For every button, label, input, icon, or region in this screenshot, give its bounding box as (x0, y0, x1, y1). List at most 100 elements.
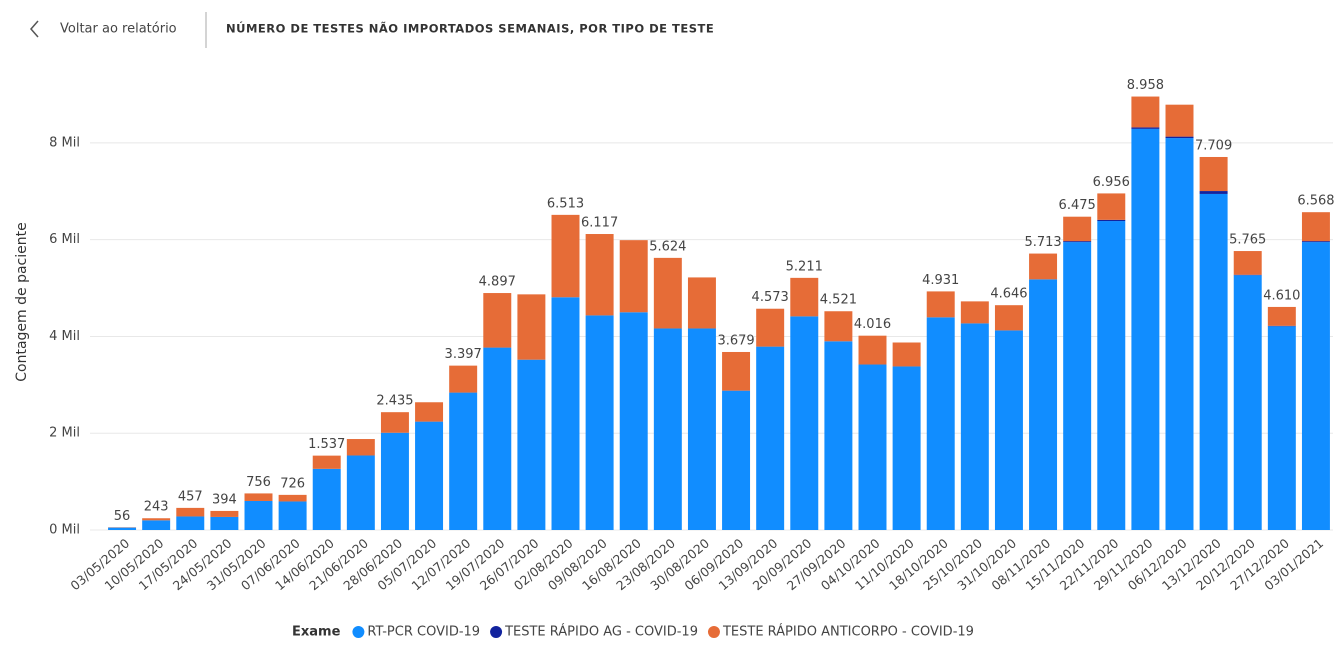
total-label: 56 (114, 509, 131, 524)
total-label: 394 (212, 492, 237, 507)
total-label: 6.513 (547, 196, 584, 211)
bar-segment (1131, 129, 1159, 530)
bar-segment (859, 336, 887, 365)
bar-segment (176, 508, 204, 517)
bar-segment (313, 456, 341, 469)
bar-segment (517, 294, 545, 359)
chart-title: NÚMERO DE TESTES NÃO IMPORTADOS SEMANAIS… (226, 21, 714, 36)
bar-segment (1234, 275, 1262, 530)
bar-segment (449, 366, 477, 393)
bar-segment (756, 347, 784, 530)
bar-segment (1268, 307, 1296, 326)
bar-segment (1200, 157, 1228, 191)
legend-label: TESTE RÁPIDO ANTICORPO - COVID-19 (722, 624, 974, 640)
bar-segment (552, 215, 580, 297)
total-label: 243 (144, 500, 169, 515)
bar-segment (142, 518, 170, 520)
y-tick-label: 8 Mil (49, 135, 80, 150)
bar-segment (722, 352, 750, 391)
bar-segment (961, 323, 989, 530)
bar-segment (347, 455, 375, 530)
bar-segment (1234, 251, 1262, 275)
bar-segment (279, 501, 307, 530)
bar-segment (313, 469, 341, 530)
total-label: 457 (178, 489, 203, 504)
y-tick-label: 6 Mil (49, 232, 80, 247)
bar-segment (245, 501, 273, 530)
bar-segment (893, 366, 921, 530)
bar-segment (1063, 242, 1091, 530)
total-label: 4.521 (820, 293, 857, 308)
bar-segment (688, 328, 716, 530)
bar-segment (790, 278, 818, 317)
back-link[interactable]: Voltar ao relatório (60, 22, 177, 37)
total-label: 4.016 (854, 317, 891, 332)
bar-segment (552, 297, 580, 530)
bar-segment (245, 493, 273, 501)
bar-segment (1166, 138, 1194, 530)
bar-segment (1029, 279, 1057, 530)
bar-segment (142, 520, 170, 530)
total-label: 7.709 (1195, 138, 1232, 153)
legend-label: RT-PCR COVID-19 (367, 625, 480, 640)
bar-segment (517, 360, 545, 530)
bar-segment (961, 301, 989, 323)
bar-segment (1097, 193, 1125, 219)
bar-segment (483, 293, 511, 348)
y-axis-label: Contagem de paciente (14, 222, 30, 381)
bar-segment (688, 277, 716, 328)
total-label: 756 (246, 475, 271, 490)
bar-segment (620, 240, 648, 312)
bar-segment (415, 402, 443, 421)
bar-segment (1131, 97, 1159, 128)
bar-segment (347, 439, 375, 455)
bar-segment (859, 365, 887, 530)
bar-segment (1268, 326, 1296, 530)
total-label: 6.568 (1297, 194, 1334, 209)
total-label: 5.765 (1229, 233, 1266, 248)
total-label: 4.610 (1263, 288, 1300, 303)
total-label: 5.713 (1024, 235, 1061, 250)
bar-segment (722, 391, 750, 530)
bar-segment (1200, 194, 1228, 530)
total-label: 5.211 (786, 259, 823, 274)
bar-segment (210, 517, 238, 530)
bar-segment (1063, 217, 1091, 241)
bar-segment (1302, 242, 1330, 530)
y-tick-label: 4 Mil (49, 329, 80, 344)
bar-segment (1302, 241, 1330, 242)
total-label: 4.573 (752, 290, 789, 305)
bar-segment (927, 317, 955, 530)
bar-segment (279, 495, 307, 502)
bar-segment (1029, 254, 1057, 280)
bar-segment (210, 511, 238, 517)
total-label: 4.897 (479, 275, 516, 290)
bar-segment (1166, 105, 1194, 137)
bar-segment (756, 309, 784, 347)
bar-segment (927, 291, 955, 317)
legend-marker (490, 626, 502, 638)
bar-segment (1097, 220, 1125, 221)
total-label: 8.958 (1127, 78, 1164, 93)
bar-segment (620, 312, 648, 530)
bar-segment (381, 412, 409, 433)
legend-marker (708, 626, 720, 638)
bar-segment (654, 258, 682, 329)
bar-segment (1200, 191, 1228, 194)
total-label: 6.475 (1059, 198, 1096, 213)
total-label: 6.956 (1093, 175, 1130, 190)
total-label: 4.931 (922, 273, 959, 288)
total-label: 1.537 (308, 437, 345, 452)
bar-segment (893, 343, 921, 367)
bar-segment (586, 315, 614, 530)
bar-segment (176, 516, 204, 530)
y-tick-label: 0 Mil (49, 523, 80, 538)
total-label: 726 (280, 476, 305, 491)
bar-segment (995, 305, 1023, 330)
bar-segment (1166, 137, 1194, 138)
total-label: 4.646 (990, 287, 1027, 302)
bar-segment (381, 433, 409, 530)
bar-segment (824, 311, 852, 341)
total-label: 2.435 (376, 394, 413, 409)
